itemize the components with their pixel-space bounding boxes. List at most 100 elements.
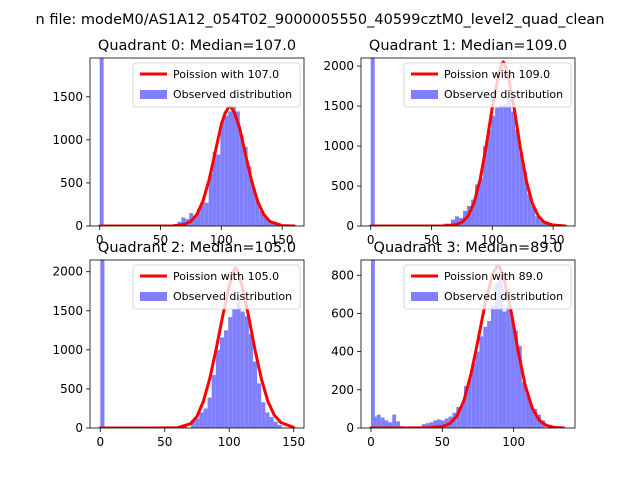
observed-bar [475,184,480,226]
legend-box [403,264,572,310]
observed-bar [479,178,484,226]
axes-frame [360,57,576,227]
observed-bar [460,405,465,428]
x-tick-label: 150 [271,233,294,247]
observed-bar [372,416,377,428]
observed-bar [490,305,495,428]
x-tick-label: 0 [367,233,375,247]
observed-bar [507,98,512,226]
x-tick-label: 150 [542,233,565,247]
observed-bar [421,424,426,428]
observed-bar [247,166,252,226]
legend-label-observed: Observed distribution [173,88,292,101]
observed-bar [261,402,266,428]
subplot-title: Quadrant 2: Median=105.0 [98,240,296,256]
plot-area [98,58,296,226]
legend-label-poisson: Poission with 105.0 [173,270,279,283]
y-tick-label: 0 [75,421,83,435]
y-tick-label: 500 [60,382,83,396]
observed-bar [270,222,275,226]
observed-bar [499,105,504,226]
observed-bar [450,219,455,226]
observed-bar [529,405,534,428]
subplot-title: Quadrant 1: Median=109.0 [369,38,567,54]
subplot-quadrant-3: 0 50 100 0 200 400 600 800 Quadrant 3: Median=89… [331,240,576,449]
observed-bar [525,393,530,428]
observed-bar [437,419,441,428]
observed-bar [384,420,389,428]
observed-bar [521,382,526,428]
observed-bar [216,154,221,226]
observed-bar [464,386,468,428]
observed-bar [257,383,262,428]
observed-bar [269,417,274,428]
observed-bar [519,152,524,226]
observed-bar [215,349,220,428]
observed-bar [208,174,213,226]
x-tick-label: 50 [435,435,450,449]
observed-bar [200,201,205,226]
x-tick-label: 0 [96,233,104,247]
observed-bar [212,151,217,226]
observed-bar [228,317,233,428]
observed-bar [207,397,212,428]
y-tick-label: 1500 [52,304,83,318]
observed-bar [487,321,491,428]
x-tick-label: 0 [96,435,104,449]
axes-frame [89,259,305,429]
plot-area [98,260,296,428]
x-tick-label: 0 [367,435,375,449]
observed-bar [396,421,400,428]
observed-bar [392,414,397,428]
observed-bar [380,417,385,428]
observed-bar [506,305,511,428]
poisson-line [98,105,296,226]
legend-box [132,62,301,108]
observed-bar [483,146,488,226]
observed-bar [203,408,208,428]
observed-bar [456,407,461,428]
observed-bar [232,105,236,226]
y-tick-label: 1500 [52,90,83,104]
observed-bar [273,421,278,428]
observed-bar [514,330,518,428]
legend: Poission with 107.0 Observed distribution [132,62,301,108]
observed-bar [244,316,249,428]
axes-frame [360,259,576,429]
observed-bar [228,111,233,226]
legend-patch-swatch [411,292,438,301]
y-tick-label: 2000 [52,265,83,279]
y-tick-label: 500 [60,176,83,190]
observed-bar [100,260,105,428]
legend-box [403,62,572,108]
x-tick-label: 50 [157,435,172,449]
observed-bar [219,337,225,428]
legend-label-poisson: Poission with 109.0 [444,68,550,81]
axes-frame [89,57,305,227]
subplot-title: Quadrant 3: Median=89.0 [374,240,563,256]
observed-bar [491,115,496,226]
y-tick-label: 800 [331,268,354,282]
y-tick-label: 2000 [323,59,354,73]
observed-bar [517,345,522,428]
observed-bar [248,334,253,428]
observed-bar [224,115,229,226]
x-tick-label: 100 [502,435,525,449]
y-tick-label: 400 [331,345,354,359]
observed-bar [259,210,264,226]
observed-bar [370,260,375,428]
legend: Poission with 105.0 Observed distribution [132,264,301,310]
observed-bar [236,297,241,428]
observed-bar [535,216,540,226]
legend-label-observed: Observed distribution [444,88,563,101]
legend: Poission with 109.0 Observed distribution [403,62,572,108]
observed-bar [191,420,196,428]
y-tick-label: 1000 [52,343,83,357]
observed-bar [440,420,445,428]
observed-bar [265,412,270,428]
observed-bar [498,275,503,428]
observed-bar [243,146,248,226]
observed-bar [467,378,472,428]
observed-bar [251,187,256,226]
